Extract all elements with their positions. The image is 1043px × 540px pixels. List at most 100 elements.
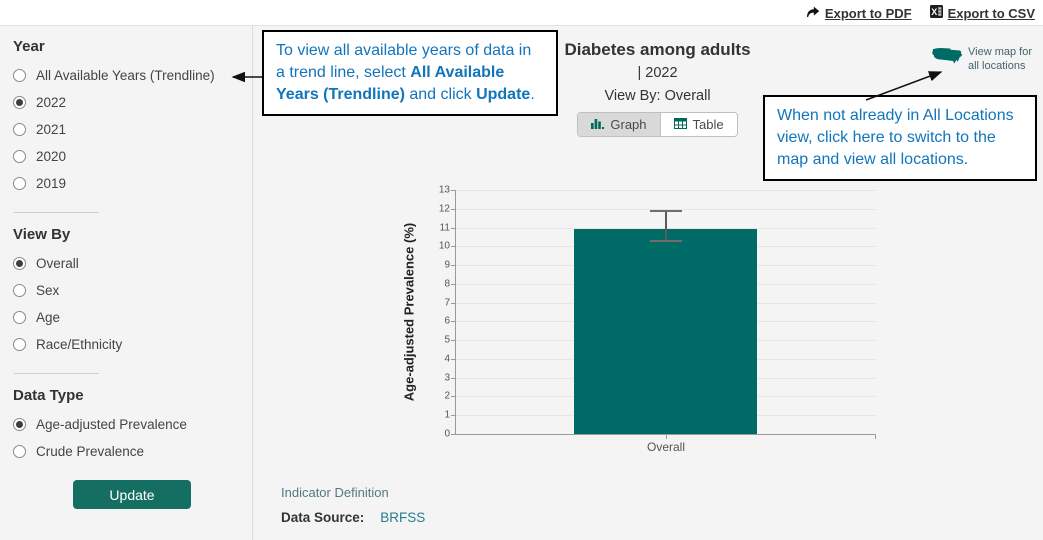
y-tick-mark bbox=[451, 190, 456, 191]
radio-label: Overall bbox=[36, 256, 79, 271]
y-tick-label: 5 bbox=[444, 334, 450, 346]
data-source-label: Data Source: bbox=[281, 510, 365, 525]
radio-label: 2021 bbox=[36, 122, 67, 137]
radio-option[interactable]: 2019 bbox=[13, 170, 252, 197]
view-map-link[interactable]: View map for all locations bbox=[931, 46, 1032, 73]
data-type-radio-group: Age-adjusted Prevalence Crude Prevalence bbox=[13, 411, 252, 465]
y-tick-label: 10 bbox=[438, 240, 450, 252]
y-tick-mark bbox=[451, 246, 456, 248]
radio-label: All Available Years (Trendline) bbox=[36, 68, 215, 83]
view-by-radio-group: Overall Sex Age Race/Ethnicity bbox=[13, 250, 252, 358]
chart-year-subtitle: | 2022 bbox=[637, 65, 678, 81]
svg-text:X: X bbox=[931, 7, 937, 17]
y-tick-label: 3 bbox=[444, 372, 450, 384]
callout-text-segment: and click bbox=[404, 86, 477, 103]
y-tick-label: 0 bbox=[444, 428, 450, 440]
radio-selected-icon bbox=[13, 418, 26, 431]
export-links: Export to PDF X Export to CSV bbox=[806, 0, 1035, 26]
map-callout: When not already in All Locations view, … bbox=[763, 95, 1037, 181]
radio-icon bbox=[13, 311, 26, 324]
radio-option[interactable]: Race/Ethnicity bbox=[13, 331, 252, 358]
y-tick-label: 13 bbox=[438, 184, 450, 196]
update-button[interactable]: Update bbox=[73, 480, 191, 509]
y-tick-label: 7 bbox=[444, 297, 450, 309]
divider bbox=[14, 373, 99, 374]
radio-label: Race/Ethnicity bbox=[36, 337, 123, 352]
radio-option[interactable]: 2020 bbox=[13, 143, 252, 170]
gridline bbox=[456, 190, 876, 191]
y-tick-mark bbox=[451, 434, 456, 435]
data-source-value-link[interactable]: BRFSS bbox=[380, 510, 426, 525]
y-tick-mark bbox=[451, 265, 456, 267]
y-tick-label: 12 bbox=[438, 203, 450, 215]
radio-label: Crude Prevalence bbox=[36, 444, 145, 459]
radio-option[interactable]: 2021 bbox=[13, 116, 252, 143]
table-icon bbox=[673, 117, 687, 132]
y-tick-label: 9 bbox=[444, 259, 450, 271]
bar-chart-icon bbox=[591, 117, 605, 132]
data-type-heading: Data Type bbox=[13, 387, 84, 404]
y-tick-label: 11 bbox=[439, 222, 450, 234]
radio-option[interactable]: Crude Prevalence bbox=[13, 438, 252, 465]
trendline-callout: To view all available years of data in a… bbox=[262, 30, 558, 116]
chart-title: Diabetes among adults bbox=[564, 40, 751, 59]
bar-overall[interactable] bbox=[574, 229, 757, 434]
export-pdf-link[interactable]: Export to PDF bbox=[806, 6, 912, 21]
radio-option[interactable]: Overall bbox=[13, 250, 252, 277]
radio-label: Sex bbox=[36, 283, 60, 298]
radio-option[interactable]: Age-adjusted Prevalence bbox=[13, 411, 252, 438]
plot-area: Overall 0 1 2 3 4 5 6 7 8 9 10 11 12 13 bbox=[439, 185, 876, 454]
y-axis-title: Age-adjusted Prevalence (%) bbox=[401, 222, 417, 402]
radio-selected-icon bbox=[13, 96, 26, 109]
excel-icon: X bbox=[929, 5, 943, 21]
radio-label: 2019 bbox=[36, 176, 67, 191]
chart-header: Diabetes among adults | 2022 View By: Ov… bbox=[525, 40, 790, 137]
y-tick-label: 2 bbox=[444, 390, 450, 402]
view-map-label: View map for all locations bbox=[968, 46, 1032, 73]
share-arrow-icon bbox=[806, 6, 820, 21]
radio-icon bbox=[13, 177, 26, 190]
radio-label: Age bbox=[36, 310, 61, 325]
table-tab[interactable]: Table bbox=[660, 113, 737, 136]
view-map-label-line1: View map for bbox=[968, 46, 1032, 58]
radio-label: 2020 bbox=[36, 149, 67, 164]
radio-icon bbox=[13, 150, 26, 163]
error-bar-top-cap bbox=[650, 209, 682, 212]
graph-tab-label: Graph bbox=[610, 117, 647, 132]
graph-tab[interactable]: Graph bbox=[578, 113, 661, 136]
radio-icon bbox=[13, 338, 26, 351]
y-tick-mark bbox=[451, 283, 456, 285]
callout-text-segment: To view all available years of data in a… bbox=[276, 42, 532, 81]
radio-option[interactable]: Age bbox=[13, 304, 252, 331]
top-bar: Export to PDF X Export to CSV bbox=[0, 0, 1043, 26]
y-tick-mark bbox=[451, 321, 456, 323]
radio-option[interactable]: 2022 bbox=[13, 89, 252, 116]
y-tick-mark bbox=[451, 396, 456, 398]
radio-icon bbox=[13, 69, 26, 82]
table-tab-label: Table bbox=[692, 117, 724, 132]
radio-option[interactable]: Sex bbox=[13, 277, 252, 304]
y-tick-mark bbox=[451, 358, 456, 360]
y-tick-label: 1 bbox=[444, 409, 450, 421]
divider bbox=[14, 212, 99, 213]
radio-option[interactable]: All Available Years (Trendline) bbox=[13, 62, 252, 89]
y-tick-mark bbox=[451, 227, 456, 229]
data-source-row: Data Source: BRFSS bbox=[281, 510, 425, 525]
x-axis-tick bbox=[666, 434, 667, 439]
error-bar-line bbox=[665, 210, 667, 241]
export-csv-link[interactable]: X Export to CSV bbox=[929, 5, 1035, 21]
graph-table-toggle: Graph Table bbox=[577, 112, 738, 137]
export-pdf-label: Export to PDF bbox=[824, 5, 912, 21]
y-tick-label: 4 bbox=[444, 353, 450, 365]
chart-viewby-subtitle: View By: Overall bbox=[604, 88, 711, 104]
x-axis-end-tick bbox=[875, 434, 876, 439]
radio-label: Age-adjusted Prevalence bbox=[36, 417, 187, 432]
error-bar-bottom-cap bbox=[650, 239, 682, 242]
export-csv-label: Export to CSV bbox=[947, 5, 1035, 21]
y-tick-mark bbox=[451, 377, 456, 379]
indicator-definition-link[interactable]: Indicator Definition bbox=[281, 485, 389, 500]
y-tick-mark bbox=[451, 208, 456, 210]
radio-selected-icon bbox=[13, 257, 26, 270]
radio-icon bbox=[13, 284, 26, 297]
